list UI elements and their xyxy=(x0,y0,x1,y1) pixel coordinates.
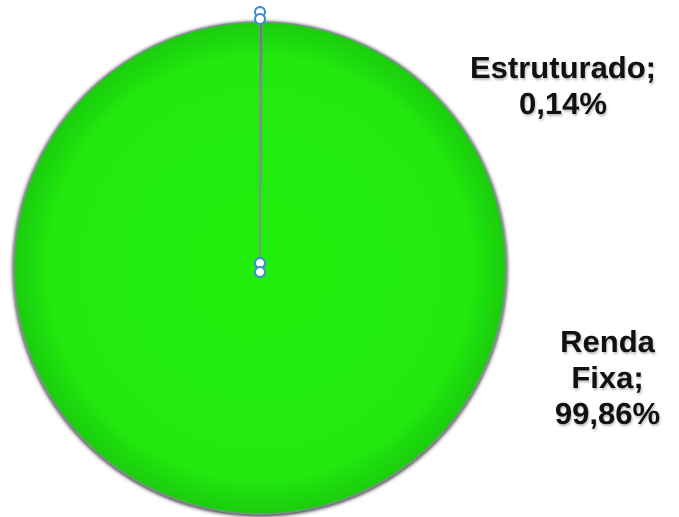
selection-handle-2[interactable] xyxy=(254,13,266,25)
slice-label-renda-fixa-name-1: Renda xyxy=(560,324,655,359)
slice-label-renda-fixa: Renda Fixa; 99,86% xyxy=(540,324,675,432)
slice-label-estruturado-name: Estruturado; xyxy=(470,50,656,85)
slice-label-estruturado-value: 0,14% xyxy=(519,86,607,121)
selection-handles xyxy=(254,6,266,278)
selection-handle-4[interactable] xyxy=(254,266,266,278)
slice-label-renda-fixa-value: 99,86% xyxy=(554,396,661,431)
slice-label-estruturado: Estruturado; 0,14% xyxy=(455,50,671,122)
slice-label-renda-fixa-name-2: Fixa; xyxy=(571,360,644,395)
